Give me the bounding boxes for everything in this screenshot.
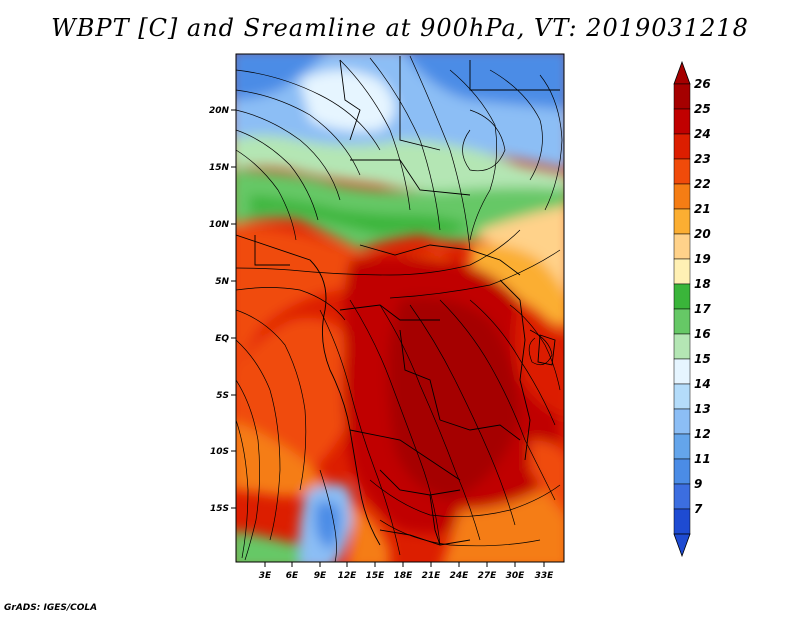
colorbar-swatch <box>673 108 691 135</box>
colorbar-label: 24 <box>694 127 711 141</box>
grads-credit: GrADS: IGES/COLA <box>4 603 98 613</box>
lat-label: EQ <box>215 334 229 344</box>
lon-label: 18E <box>394 571 414 581</box>
colorbar-label: 25 <box>694 102 711 116</box>
colorbar-swatch <box>673 83 691 110</box>
colorbar-swatch <box>673 158 691 185</box>
colorbar-swatch <box>673 458 691 485</box>
lat-label: 15N <box>209 163 230 173</box>
colorbar-swatch <box>673 258 691 285</box>
colorbar-swatch <box>673 358 691 385</box>
colorbar-swatch <box>673 133 691 160</box>
colorbar-label: 18 <box>694 277 711 291</box>
colorbar-label: 19 <box>694 252 711 266</box>
map-title: WBPT [C] and Sreamline at 900hPa, VT: 20… <box>51 14 749 42</box>
lon-label: 9E <box>314 571 327 581</box>
colorbar-swatch <box>673 483 691 510</box>
colorbar-label: 22 <box>694 177 711 191</box>
country-borders <box>236 56 560 546</box>
colorbar-swatch <box>673 308 691 335</box>
colorbar-label: 13 <box>694 402 711 416</box>
colorbar-swatch <box>673 383 691 410</box>
colorbar-swatch <box>673 183 691 210</box>
colorbar-swatch <box>673 433 691 460</box>
colorbar-label: 11 <box>694 452 711 466</box>
colorbar-label: 7 <box>694 502 703 516</box>
streamlines <box>236 55 563 562</box>
lon-label: 27E <box>478 571 498 581</box>
colorbar-label: 17 <box>694 302 711 316</box>
map-frame <box>235 53 565 563</box>
lon-label: 15E <box>366 571 386 581</box>
colorbar-label: 21 <box>694 202 711 216</box>
colorbar-label: 15 <box>694 352 711 366</box>
lon-label: 6E <box>286 571 299 581</box>
colorbar-label: 16 <box>694 327 711 341</box>
lon-label: 12E <box>338 571 358 581</box>
colorbar-label: 20 <box>694 227 711 241</box>
colorbar-label: 26 <box>694 77 711 91</box>
lon-label: 33E <box>535 571 555 581</box>
colorbar-label: 9 <box>694 477 702 491</box>
lat-ticks <box>231 109 236 509</box>
lat-label: 10N <box>209 220 230 230</box>
colorbar-label: 23 <box>694 152 711 166</box>
lat-label: 5S <box>216 391 229 401</box>
lat-label: 20N <box>209 106 230 116</box>
colorbar-swatch <box>673 333 691 360</box>
lon-label: 21E <box>422 571 442 581</box>
colorbar-swatch <box>673 508 691 535</box>
lon-ticks <box>264 562 545 567</box>
lon-label: 24E <box>450 571 470 581</box>
lat-label: 5N <box>215 277 229 287</box>
lon-label: 3E <box>259 571 272 581</box>
lat-tick-labels: 20N 15N 10N 5N EQ 5S 10S 15S <box>209 106 230 514</box>
colorbar-swatch <box>673 283 691 310</box>
lat-label: 15S <box>210 504 229 514</box>
colorbar-bottom-extension <box>673 533 691 558</box>
colorbar-top-extension <box>673 60 691 85</box>
lon-tick-labels: 3E 6E 9E 12E 15E 18E 21E 24E 27E 30E 33E <box>259 571 554 581</box>
colorbar-swatch <box>673 408 691 435</box>
lon-label: 30E <box>506 571 526 581</box>
wbpt-shading <box>236 54 564 562</box>
colorbar: 26 25 24 23 22 21 20 19 18 17 16 15 14 13 12 11 9 7 <box>673 60 711 558</box>
colorbar-label: 14 <box>694 377 711 391</box>
colorbar-swatch <box>673 233 691 260</box>
colorbar-swatch <box>673 208 691 235</box>
colorbar-label: 12 <box>694 427 711 441</box>
lat-label: 10S <box>210 447 229 457</box>
